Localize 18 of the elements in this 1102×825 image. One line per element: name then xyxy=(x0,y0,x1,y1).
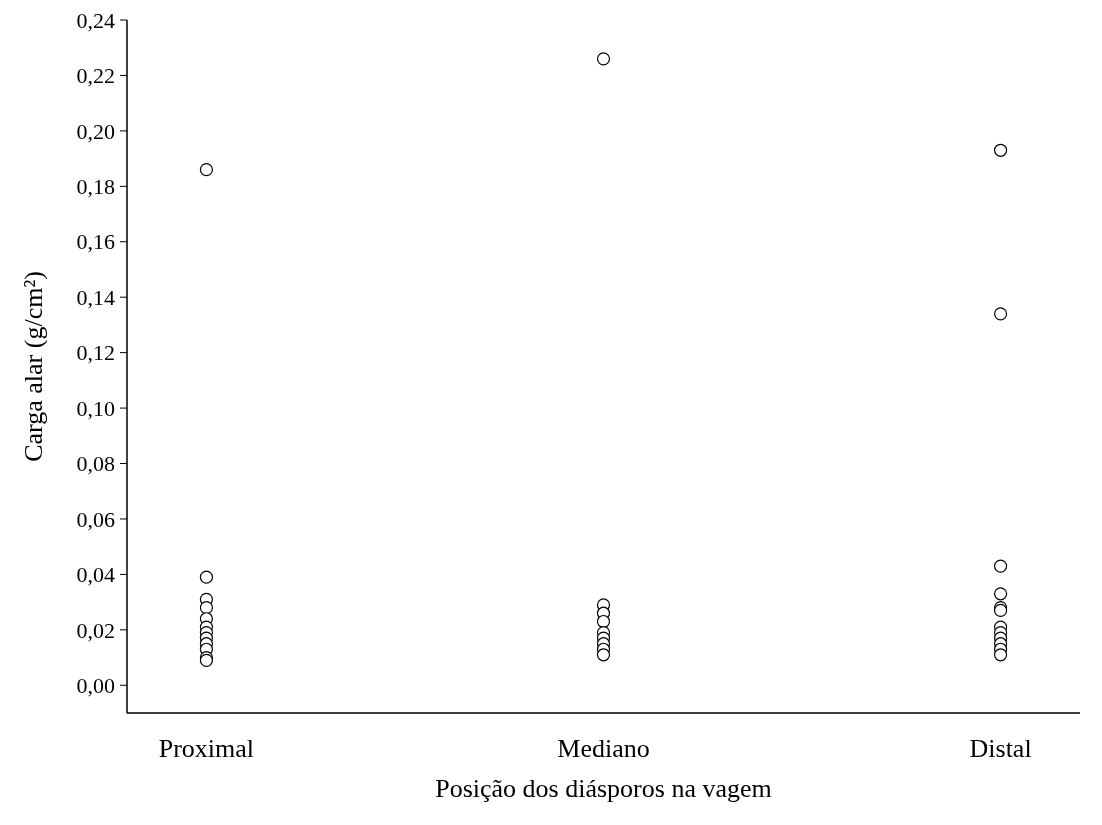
y-tick-label: 0,04 xyxy=(76,562,115,588)
y-tick-label: 0,24 xyxy=(76,7,115,33)
y-tick-label: 0,18 xyxy=(76,174,115,200)
y-tick-label: 0,16 xyxy=(76,229,115,255)
y-tick-label: 0,12 xyxy=(76,340,115,366)
x-tick-label: Mediano xyxy=(557,734,650,763)
y-tick-label: 0,14 xyxy=(76,284,115,310)
y-tick-label: 0,02 xyxy=(76,617,115,643)
y-axis-title: Carga alar (g/cm²) xyxy=(19,271,48,462)
y-tick-label: 0,10 xyxy=(76,395,115,421)
x-tick-label: Distal xyxy=(969,734,1032,763)
x-tick-label: Proximal xyxy=(158,734,255,763)
x-axis-title: Posição dos diásporos na vagem xyxy=(435,774,772,803)
y-tick-label: 0,22 xyxy=(76,63,115,89)
y-tick-label: 0,06 xyxy=(76,506,115,532)
y-tick-label: 0,20 xyxy=(76,118,115,144)
y-tick-label: 0,08 xyxy=(76,451,115,477)
y-tick-label: 0,00 xyxy=(76,672,115,698)
